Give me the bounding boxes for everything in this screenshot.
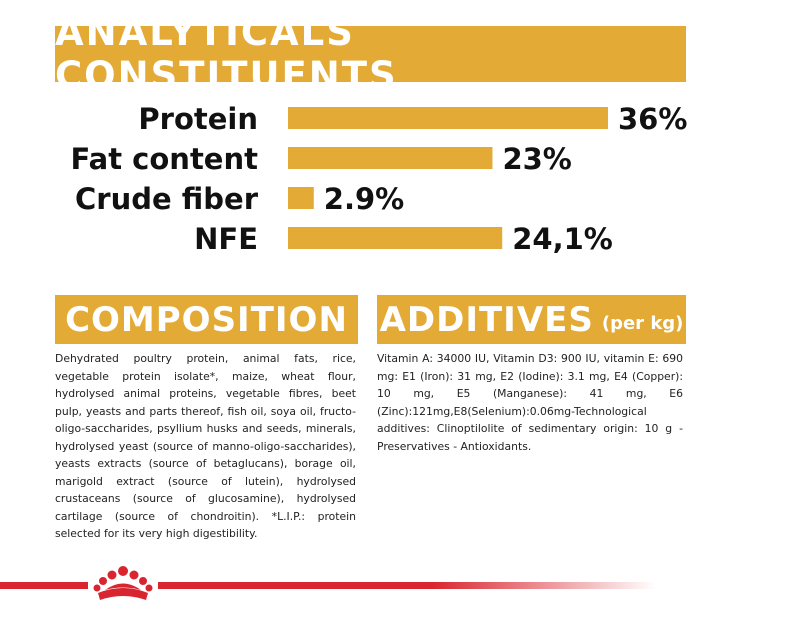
composition-title: COMPOSITION	[65, 299, 348, 340]
logo-stripe-right	[158, 582, 656, 589]
bar	[288, 107, 608, 129]
category-label: Crude fiber	[75, 182, 259, 216]
additives-banner: ADDITIVES (per kg)	[377, 295, 686, 344]
category-label: Fat content	[71, 142, 259, 176]
additives-title: ADDITIVES	[379, 299, 594, 340]
additives-unit: (per kg)	[601, 313, 684, 334]
value-label: 24,1%	[512, 222, 613, 256]
value-label: 23%	[502, 142, 571, 176]
category-label: Protein	[138, 102, 258, 136]
composition-text: Dehydrated poultry protein, animal fats,…	[55, 352, 356, 540]
category-label: NFE	[194, 222, 258, 256]
bar	[288, 187, 314, 209]
bar	[288, 147, 493, 169]
bar	[288, 227, 503, 249]
additives-text: Vitamin A: 34000 IU, Vitamin D3: 900 IU,…	[377, 352, 683, 453]
value-label: 36%	[618, 102, 687, 136]
analytical-bar-chart: Protein 36% Fat content 23% Crude fiber 2.9% N…	[71, 102, 688, 256]
analytical-constituents-title: ANALYTICALS CONSTITUENTS	[55, 11, 398, 97]
composition-banner: COMPOSITION	[55, 295, 358, 344]
analytical-constituents-banner: ANALYTICALS CONSTITUENTS	[55, 11, 686, 97]
royal-canin-crown-icon	[93, 566, 153, 600]
logo-stripe-left	[0, 582, 88, 589]
value-label: 2.9%	[324, 182, 404, 216]
